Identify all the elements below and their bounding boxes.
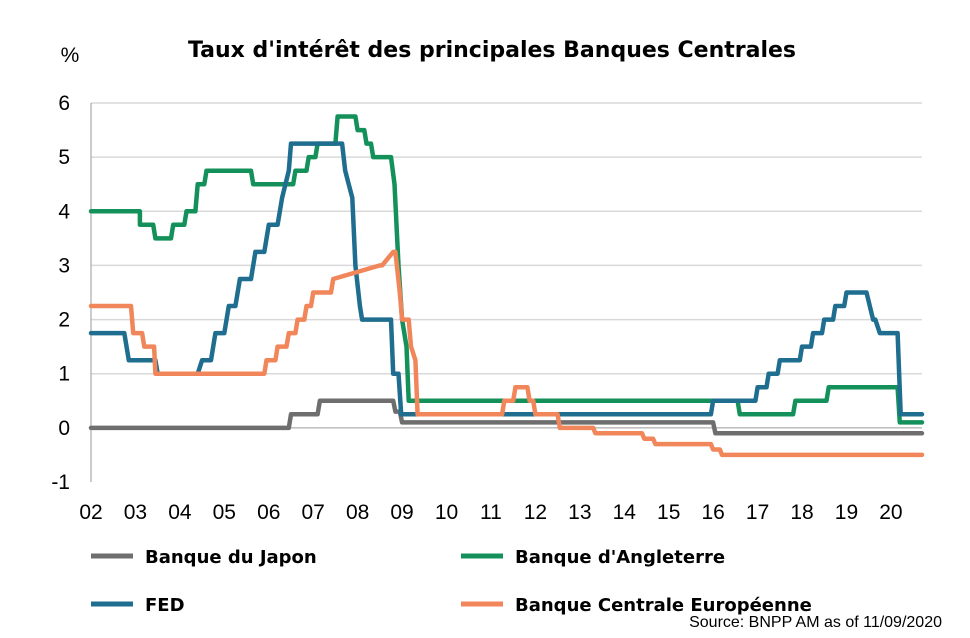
- x-tick-label: 15: [657, 501, 680, 524]
- x-tick-labels: 02 03 04 05 06 07 08 09 10 11 12 13 14 15 16 17 18 19 20: [79, 501, 902, 524]
- y-tick-label: 3: [58, 254, 70, 277]
- x-tick-label: 14: [613, 501, 637, 524]
- y-tick-label: -1: [51, 471, 70, 494]
- legend-label: Banque d'Angleterre: [515, 547, 725, 568]
- x-tick-label: 06: [257, 501, 280, 524]
- x-tick-label: 10: [435, 501, 458, 524]
- x-tick-label: 03: [124, 501, 147, 524]
- y-tick-label: 6: [58, 92, 70, 115]
- x-tick-label: 19: [835, 501, 858, 524]
- source-note: Source: BNPP AM as of 11/09/2020: [689, 614, 942, 631]
- legend-label: Banque du Japon: [145, 547, 317, 568]
- legend-label: Banque Centrale Européenne: [515, 595, 812, 616]
- legend: Banque du Japon Banque d'Angleterre FED Ban…: [91, 547, 812, 616]
- y-axis-unit: %: [61, 44, 80, 67]
- x-tick-label: 04: [168, 501, 192, 524]
- x-tick-label: 18: [790, 501, 813, 524]
- x-tick-label: 07: [302, 501, 325, 524]
- y-tick-label: 0: [58, 417, 70, 440]
- series-line-2: [88, 141, 925, 417]
- x-tick-label: 09: [390, 501, 413, 524]
- series-line-0: [88, 398, 925, 436]
- x-tick-label: 05: [213, 501, 236, 524]
- x-tick-label: 08: [346, 501, 369, 524]
- x-tick-label: 02: [79, 501, 102, 524]
- chart-title: Taux d'intérêt des principales Banques C…: [188, 38, 796, 63]
- axes: [90, 103, 922, 482]
- x-tick-label: 17: [746, 501, 769, 524]
- series-lines: [88, 114, 925, 458]
- series-line-1: [88, 114, 925, 425]
- y-tick-label: 4: [58, 200, 70, 223]
- x-tick-label: 12: [524, 501, 547, 524]
- y-tick-labels: 6 5 4 3 2 1 0 -1: [51, 92, 70, 494]
- x-tick-label: 13: [568, 501, 591, 524]
- x-tick-label: 11: [480, 501, 502, 524]
- legend-label: FED: [145, 595, 185, 616]
- x-tick-label: 20: [879, 501, 902, 524]
- x-tick-label: 16: [701, 501, 724, 524]
- y-tick-label: 5: [58, 146, 70, 169]
- y-tick-label: 1: [58, 363, 70, 386]
- series-line-3: [88, 249, 925, 458]
- y-tick-label: 2: [58, 309, 70, 332]
